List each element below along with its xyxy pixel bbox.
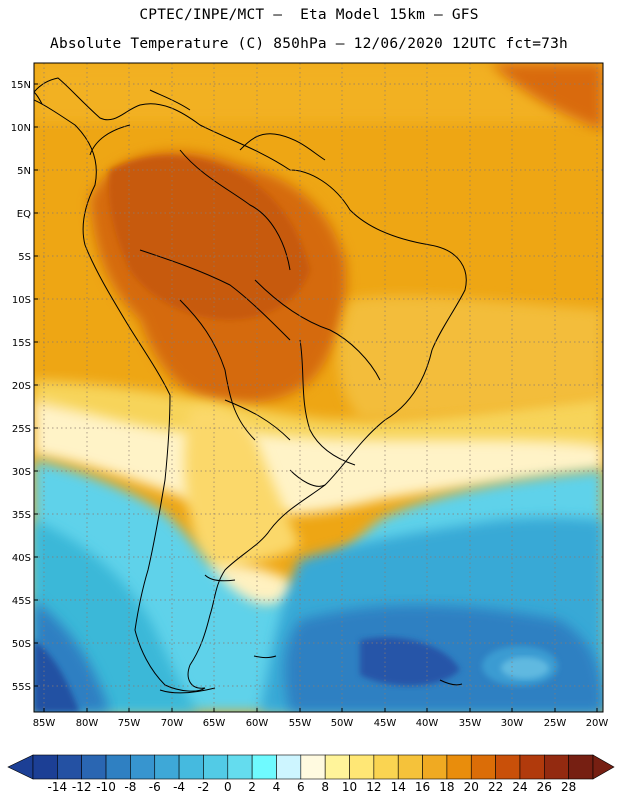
- latitude-labels: 15N 10N 5N EQ 5S 10S 15S 20S 25S 30S 35S…: [11, 80, 31, 693]
- axis-ticks: [34, 83, 598, 712]
- colorbar-swatch: [251, 754, 277, 780]
- lon-label: 85W: [33, 718, 56, 729]
- coastlines: [34, 77, 467, 694]
- lat-label: 20S: [12, 381, 31, 392]
- colorbar: [7, 754, 615, 780]
- lat-label: 10S: [12, 295, 31, 306]
- lat-label: 15S: [12, 338, 31, 349]
- graticule: [34, 63, 603, 712]
- lat-label: 10N: [11, 123, 31, 134]
- colorbar-swatch: [57, 754, 82, 780]
- colorbar-swatch: [105, 754, 131, 780]
- colorbar-swatch: [349, 754, 375, 780]
- lat-label: 40S: [12, 553, 31, 564]
- lat-label: 45S: [12, 596, 31, 607]
- title-line-1: CPTEC/INPE/MCT – Eta Model 15km – GFS: [139, 7, 479, 23]
- colorbar-swatch: [397, 754, 423, 780]
- colorbar-swatch: [178, 754, 204, 780]
- lon-label: 40W: [416, 718, 439, 729]
- colorbar-swatch: [446, 754, 472, 780]
- lon-label: 45W: [374, 718, 397, 729]
- colorbar-tick-label: 0: [223, 780, 232, 794]
- colorbar-tick-label: -12: [71, 780, 92, 794]
- colorbar-swatch: [32, 754, 58, 780]
- lon-label: 75W: [118, 718, 141, 729]
- lon-label: 25W: [544, 718, 567, 729]
- lat-label: 5S: [18, 252, 31, 263]
- colorbar-tick-label: -14: [47, 780, 68, 794]
- colorbar-tick-label: 14: [390, 780, 406, 794]
- colorbar-tick-label: 18: [439, 780, 455, 794]
- colorbar-swatch: [470, 754, 496, 780]
- colorbar-max-arrow: [592, 754, 615, 780]
- temperature-field: [34, 63, 603, 712]
- lon-label: 55W: [289, 718, 312, 729]
- colorbar-swatch: [130, 754, 156, 780]
- colorbar-tick-label: -10: [96, 780, 116, 794]
- lon-label: 70W: [161, 718, 184, 729]
- colorbar-tick-label: -6: [148, 780, 161, 794]
- colorbar-tick-label: -8: [124, 780, 137, 794]
- colorbar-swatch: [495, 754, 521, 780]
- colorbar-tick-label: 2: [248, 780, 256, 794]
- colorbar-swatch: [203, 754, 229, 780]
- colorbar-swatch: [422, 754, 448, 780]
- colorbar-swatch: [373, 754, 399, 780]
- colorbar-swatch: [568, 754, 594, 780]
- lon-label: 60W: [246, 718, 269, 729]
- colorbar-tick-label: 16: [414, 780, 431, 794]
- lat-label: 35S: [12, 510, 31, 521]
- colorbar-swatch: [81, 754, 107, 780]
- lon-label: 80W: [76, 718, 99, 729]
- colorbar-swatch: [227, 754, 253, 780]
- colorbar-tick-label: -2: [197, 780, 210, 794]
- lon-label: 20W: [586, 718, 609, 729]
- colorbar-tick-label: 22: [487, 780, 504, 794]
- colorbar-tick-label: 8: [321, 780, 329, 794]
- colorbar-tick-label: -4: [173, 780, 186, 794]
- title-line-2: Absolute Temperature (C) 850hPa – 12/06/…: [50, 36, 568, 52]
- lat-label: EQ: [17, 209, 31, 220]
- colorbar-swatch: [276, 754, 302, 780]
- colorbar-min-arrow: [7, 754, 34, 780]
- lon-label: 35W: [459, 718, 482, 729]
- lat-label: 30S: [12, 467, 31, 478]
- map-frame: [33, 62, 604, 713]
- colorbar-swatch: [300, 754, 326, 780]
- lat-label: 25S: [12, 424, 31, 435]
- colorbar-swatch: [519, 754, 545, 780]
- colorbar-tick-label: 6: [296, 780, 305, 794]
- colorbar-tick-label: 24: [512, 780, 528, 794]
- colorbar-swatch: [154, 754, 180, 780]
- lat-label: 5N: [17, 166, 31, 177]
- longitude-labels: 85W 80W 75W 70W 65W 60W 55W 50W 45W 40W …: [33, 718, 609, 729]
- colorbar-tick-label: 10: [341, 780, 358, 794]
- colorbar-tick-label: 4: [272, 780, 281, 794]
- lon-label: 30W: [501, 718, 524, 729]
- colorbar-tick-label: 12: [366, 780, 382, 794]
- lon-label: 50W: [331, 718, 354, 729]
- colorbar-swatch: [324, 754, 350, 780]
- colorbar-tick-label: 26: [536, 780, 552, 794]
- colorbar-tick-label: 28: [561, 780, 577, 794]
- colorbar-swatch: [544, 754, 569, 780]
- lon-label: 65W: [203, 718, 226, 729]
- colorbar-tick-label: 20: [463, 780, 479, 794]
- lat-label: 15N: [11, 80, 31, 91]
- lat-label: 50S: [12, 639, 31, 650]
- lat-label: 55S: [12, 682, 31, 693]
